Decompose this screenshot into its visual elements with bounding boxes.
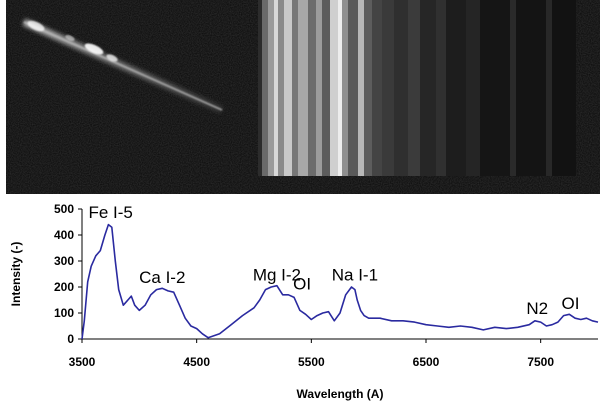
x-tick-label: 5500 [298,355,325,369]
y-tick-label: 100 [54,306,74,320]
x-axis-title: Wavelength (A) [297,387,384,401]
x-tick-label: 6500 [413,355,440,369]
spectrum-chart: 0 100 200 300 400 500 3500 4500 5500 6500 7500 Fe … [0,194,600,404]
spectrogram-bands [258,0,576,176]
peak-annotation: Na I-1 [332,265,378,284]
spectrogram-photo [6,0,600,194]
y-tick-label: 0 [67,332,74,346]
chart-svg: 0 100 200 300 400 500 3500 4500 5500 6500 7500 Fe … [9,202,599,401]
peak-annotation: Ca I-2 [139,268,185,287]
peak-annotation: Mg I-2 [253,265,301,284]
peak-annotation: N2 [526,299,548,318]
axes: 0 100 200 300 400 500 3500 4500 5500 6500 7500 [54,202,598,369]
x-tick-label: 7500 [527,355,554,369]
peak-annotation: OI [562,294,580,313]
x-tick-label: 4500 [183,355,210,369]
peak-annotation: Fe I-5 [88,203,132,222]
y-tick-label: 200 [54,280,74,294]
y-tick-label: 500 [54,202,74,216]
series-line-spectrum [81,223,599,340]
peak-annotations: Fe I-5Ca I-2 Mg I-2OI Na I-1N2 OI [88,203,579,318]
y-axis-title: Intensity (-) [9,242,23,307]
peak-annotation: OI [293,275,311,294]
x-tick-label: 3500 [69,355,96,369]
spark-streak [22,18,224,114]
y-tick-label: 400 [54,228,74,242]
spectrogram-image [6,0,600,194]
y-tick-label: 300 [54,254,74,268]
